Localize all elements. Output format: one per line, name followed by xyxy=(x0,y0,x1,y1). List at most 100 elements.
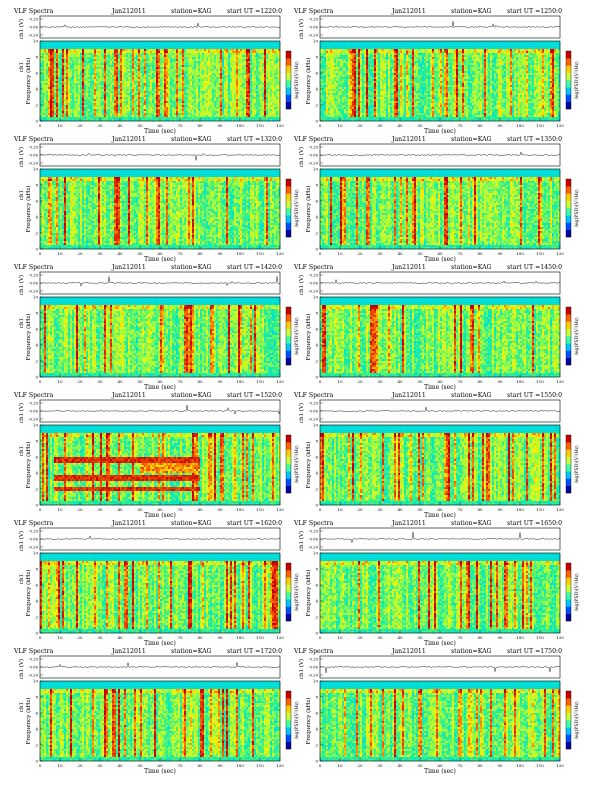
spectrogram-cell xyxy=(88,77,90,79)
spectrogram-cell xyxy=(94,65,96,67)
spectrogram-cell xyxy=(190,65,192,67)
spectrogram-image xyxy=(40,41,280,121)
spectrogram-cell xyxy=(62,55,64,57)
spectrogram-cell xyxy=(116,53,118,55)
spectrogram-cell xyxy=(164,71,166,73)
spectrogram-cell xyxy=(160,55,162,57)
spectrogram-cell xyxy=(206,45,208,47)
spectrogram-cell xyxy=(252,57,254,59)
spectrogram-cell xyxy=(230,63,232,65)
spectrogram-cell xyxy=(54,63,56,65)
spectrogram-cell xyxy=(172,75,174,77)
spectrogram-cell xyxy=(256,53,258,55)
spectrogram-cell xyxy=(120,53,122,55)
spectrogram-cell xyxy=(56,51,58,53)
spectrogram-cell xyxy=(250,65,252,67)
spectrogram-cell xyxy=(112,57,114,59)
spectrogram-cell xyxy=(110,79,112,81)
spectrogram-cell xyxy=(40,59,42,61)
spectrogram-cell xyxy=(148,79,150,81)
spectrogram-cell xyxy=(192,63,194,65)
spectrogram-cell xyxy=(226,63,228,65)
spectrogram-cell xyxy=(94,51,96,53)
spectrogram-cell xyxy=(192,55,194,57)
spectrogram-cell xyxy=(236,61,238,63)
spectrogram-cell xyxy=(234,73,236,75)
spectrogram-cell xyxy=(78,65,80,67)
spectrogram-cell xyxy=(60,63,62,65)
spectrogram-cell xyxy=(238,77,240,79)
spectrogram-cell xyxy=(220,45,222,47)
spectrogram-cell xyxy=(198,57,200,59)
spectrogram-cell xyxy=(218,61,220,63)
spectrogram-cell xyxy=(232,65,234,67)
spectrogram-cell xyxy=(158,53,160,55)
spectrogram-cell xyxy=(94,77,96,79)
spectrogram-cell xyxy=(168,47,170,49)
spectrogram-cell xyxy=(192,45,194,47)
spectrogram-cell xyxy=(178,61,180,63)
spectrogram-cell xyxy=(96,55,98,57)
spectrogram-cell xyxy=(262,53,264,55)
spectrogram-cell xyxy=(120,73,122,75)
spectrogram-cell xyxy=(204,41,206,43)
spectrogram-cell xyxy=(92,71,94,73)
spectrogram-cell xyxy=(148,65,150,67)
spectrogram-cell xyxy=(150,57,152,59)
spectrogram-cell xyxy=(50,67,52,69)
spectrogram-cell xyxy=(88,53,90,55)
spectrogram-cell xyxy=(184,73,186,75)
spectrogram-cell xyxy=(192,67,194,69)
spectrogram-cell xyxy=(112,45,114,47)
spectrogram-cell xyxy=(264,43,266,45)
spectrogram-cell xyxy=(78,53,80,55)
spectrogram-cell xyxy=(82,43,84,45)
spectrogram-cell xyxy=(202,47,204,49)
spectrogram-cell xyxy=(98,69,100,71)
spectrogram-cell xyxy=(214,51,216,53)
spectrogram-cell xyxy=(102,73,104,75)
spectrogram-cell xyxy=(192,61,194,63)
spectrogram-cell xyxy=(60,47,62,49)
spectrogram-cell xyxy=(166,61,168,63)
spectrogram-cell xyxy=(112,43,114,45)
spectrogram-cell xyxy=(232,61,234,63)
spectrogram-cell xyxy=(50,41,52,43)
spectrogram-cell xyxy=(260,67,262,69)
spectrogram-cell xyxy=(252,63,254,65)
spectrogram-cell xyxy=(142,59,144,61)
spectrogram-cell xyxy=(194,43,196,45)
spectrogram-cell xyxy=(230,51,232,53)
spectrogram-cell xyxy=(90,77,92,79)
spectrogram-cell xyxy=(190,43,192,45)
spectrogram-cell xyxy=(156,61,158,63)
spectrogram-cell xyxy=(178,69,180,71)
spectrogram-cell xyxy=(260,73,262,75)
spectrogram-cell xyxy=(208,67,210,69)
spectrogram-cell xyxy=(82,79,84,81)
spectrogram-cell xyxy=(72,61,74,63)
spectrogram-cell xyxy=(50,59,52,61)
spectrogram-cell xyxy=(62,53,64,55)
spectrogram-cell xyxy=(200,49,202,51)
spectrogram-cell xyxy=(100,51,102,53)
spectrogram-cell xyxy=(58,55,60,57)
spectrogram-cell xyxy=(156,43,158,45)
spectrogram-cell xyxy=(86,41,88,43)
spectrogram-cell xyxy=(246,51,248,53)
spectrogram-cell xyxy=(106,45,108,47)
spectrogram-cell xyxy=(72,51,74,53)
spectrogram-cell xyxy=(182,51,184,53)
spectrogram-cell xyxy=(78,71,80,73)
spectrogram-cell xyxy=(250,55,252,57)
spectrogram-cell xyxy=(234,47,236,49)
spectrogram-cell xyxy=(186,57,188,59)
spectrogram-cell xyxy=(216,71,218,73)
spectrogram-cell xyxy=(148,77,150,79)
spectrogram-cell xyxy=(84,63,86,65)
spectrogram-cell xyxy=(44,45,46,47)
spectrogram-cell xyxy=(192,69,194,71)
spectrogram-cell xyxy=(254,45,256,47)
spectrogram-cell xyxy=(252,47,254,49)
spectrogram-cell xyxy=(210,43,212,45)
